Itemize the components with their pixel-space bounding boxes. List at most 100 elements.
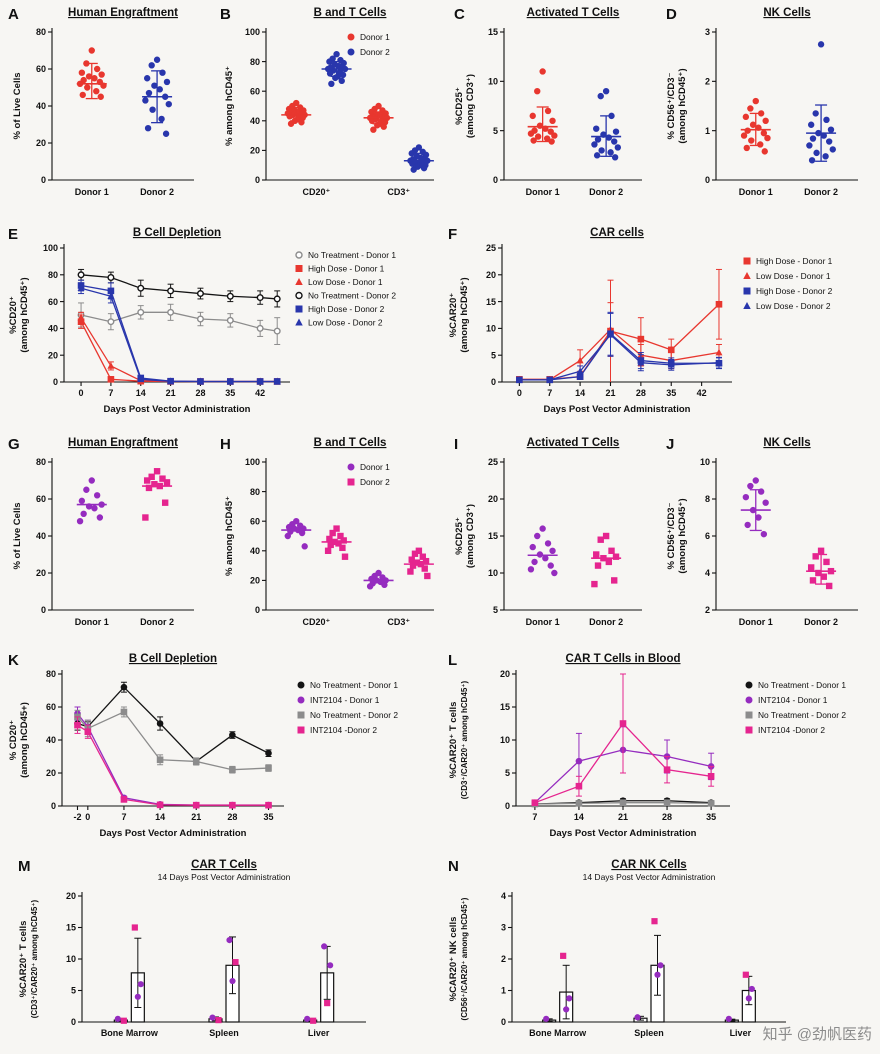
series-donor-1 — [740, 97, 771, 155]
x-category-label: Donor 1 — [739, 617, 773, 627]
y-tick-label: 4 — [705, 568, 710, 578]
legend: No Treatment - Donor 1 High Dose - Donor … — [295, 250, 396, 328]
x-tick-label: 21 — [618, 812, 628, 822]
y-tick-label: 1 — [501, 986, 506, 996]
y-tick-label: 100 — [43, 243, 58, 253]
y-tick-label: 60 — [250, 86, 260, 96]
legend: Donor 1 Donor 2 — [347, 462, 390, 487]
y-axis-label: % CD56⁺/CD3⁻ — [666, 72, 677, 139]
y-tick-label: 20 — [250, 576, 260, 586]
x-axis-label: Days Post Vector Administration — [100, 828, 247, 839]
legend-item-label: INT2104 - Donor 1 — [310, 695, 380, 705]
series-low-dose-donor-2 — [515, 312, 723, 383]
y-tick-label: 15 — [488, 531, 498, 541]
y-tick-label: 0 — [53, 377, 58, 387]
y-tick-label: 0 — [51, 801, 56, 811]
y-tick-label: 10 — [66, 954, 76, 964]
y-tick-label: 60 — [48, 297, 58, 307]
y-tick-label: 10 — [700, 457, 710, 467]
x-category-label: Liver — [730, 1028, 752, 1038]
x-axis-label: Days Post Vector Administration — [550, 828, 697, 839]
legend-item-label: INT2104 - Donor 1 — [758, 695, 828, 705]
panel-title: CAR cells — [590, 227, 644, 239]
series-no-treatment-donor-2 — [531, 799, 715, 808]
panel-title: B Cell Depletion — [133, 227, 221, 239]
panel-letter: G — [8, 436, 20, 453]
panel-title: NK Cells — [763, 7, 810, 19]
y-tick-label: 20 — [486, 270, 496, 280]
y-tick-label: 25 — [488, 457, 498, 467]
panel-letter: H — [220, 436, 231, 453]
series-donor-2 — [142, 468, 173, 521]
x-tick-label: 7 — [121, 812, 126, 822]
axes — [63, 244, 290, 383]
panel-title: Activated T Cells — [527, 437, 620, 449]
panel-title: Activated T Cells — [527, 7, 620, 19]
x-tick-label: 35 — [264, 812, 274, 822]
x-category-label: Donor 1 — [526, 187, 560, 197]
y-tick-label: 80 — [46, 669, 56, 679]
x-category-label: Donor 1 — [526, 617, 560, 627]
y-tick-label: 15 — [500, 702, 510, 712]
y-axis-label: % CD56⁺/CD3⁻ — [666, 502, 677, 569]
y-tick-label: 5 — [493, 126, 498, 136]
panel-B: B B and T Cells 0 20 40 60 80 100 % among hCD45⁺… — [218, 2, 448, 216]
x-tick-label: 42 — [255, 388, 265, 398]
y-tick-label: 20 — [500, 669, 510, 679]
axes — [51, 458, 194, 611]
panel-title: B and T Cells — [314, 437, 387, 449]
y-axis-label: % among hCD45⁺ — [224, 496, 235, 576]
panel-letter: F — [448, 226, 457, 243]
x-tick-label: 21 — [166, 388, 176, 398]
y-tick-label: 2 — [705, 77, 710, 87]
y-tick-label: 10 — [500, 735, 510, 745]
panel-C: C Activated T Cells 0 5 10 15 %CD25⁺ (among CD3… — [452, 2, 658, 216]
y-axis-label: (among hCD45⁺) — [677, 68, 688, 143]
x-tick-label: 42 — [697, 388, 707, 398]
series-donor-1 — [740, 477, 771, 538]
x-category-label: Donor 2 — [804, 187, 838, 197]
panel-subtitle: 14 Days Post Vector Administration — [583, 872, 716, 882]
panel-L: L CAR T Cells in Blood 0 5 10 15 20 %CAR20⁺ T c… — [446, 648, 876, 850]
panel-letter: A — [8, 6, 19, 23]
panel-K: K B Cell Depletion 0 20 40 60 80 % CD20⁺ (among … — [6, 648, 442, 850]
axes — [61, 670, 284, 807]
x-tick-label: 7 — [108, 388, 113, 398]
axes — [503, 458, 642, 611]
x-tick-label: 28 — [227, 812, 237, 822]
x-tick-label: 0 — [85, 812, 90, 822]
y-tick-label: 2 — [501, 954, 506, 964]
panel-N: N CAR NK Cells 14 Days Post Vector Adminis… — [446, 854, 816, 1052]
x-category-label: CD20⁺ — [303, 617, 331, 627]
y-tick-label: 60 — [250, 516, 260, 526]
series-donor-2 — [806, 547, 837, 590]
y-tick-label: 40 — [48, 324, 58, 334]
watermark: 知乎 @劲帆医药 — [763, 1023, 872, 1044]
chart-F: F CAR cells 0 5 10 15 20 25 %CAR20⁺ (among hCD45⁺… — [448, 226, 833, 415]
chart-L: L CAR T Cells in Blood 0 5 10 15 20 %CAR20⁺ T c… — [448, 652, 846, 839]
panel-letter: E — [8, 226, 18, 243]
series-no-treatment-donor-1 — [77, 302, 281, 345]
legend-item-label: Donor 1 — [360, 32, 390, 42]
x-category-label: Donor 1 — [75, 187, 109, 197]
series-high-dose-donor-1 — [516, 268, 723, 383]
series-donor-1 — [527, 525, 558, 577]
x-tick-label: 14 — [136, 388, 146, 398]
y-axis-label: (among hCD45⁺) — [677, 498, 688, 573]
y-axis-label: (among hCD45+) — [19, 702, 30, 778]
y-tick-label: 20 — [250, 146, 260, 156]
panel-subtitle: 14 Days Post Vector Administration — [158, 872, 291, 882]
x-axis-label: Days Post Vector Administration — [544, 404, 691, 415]
y-tick-label: 60 — [46, 702, 56, 712]
y-tick-label: 6 — [705, 531, 710, 541]
y-tick-label: 5 — [71, 986, 76, 996]
y-axis-label: % CD20⁺ — [8, 720, 19, 760]
x-category-label: Donor 2 — [140, 617, 174, 627]
chart-A: A Human Engraftment 0 20 40 60 80 % of Live Cel… — [8, 6, 194, 197]
y-tick-label: 10 — [488, 568, 498, 578]
y-tick-label: 5 — [505, 768, 510, 778]
y-tick-label: 0 — [491, 377, 496, 387]
